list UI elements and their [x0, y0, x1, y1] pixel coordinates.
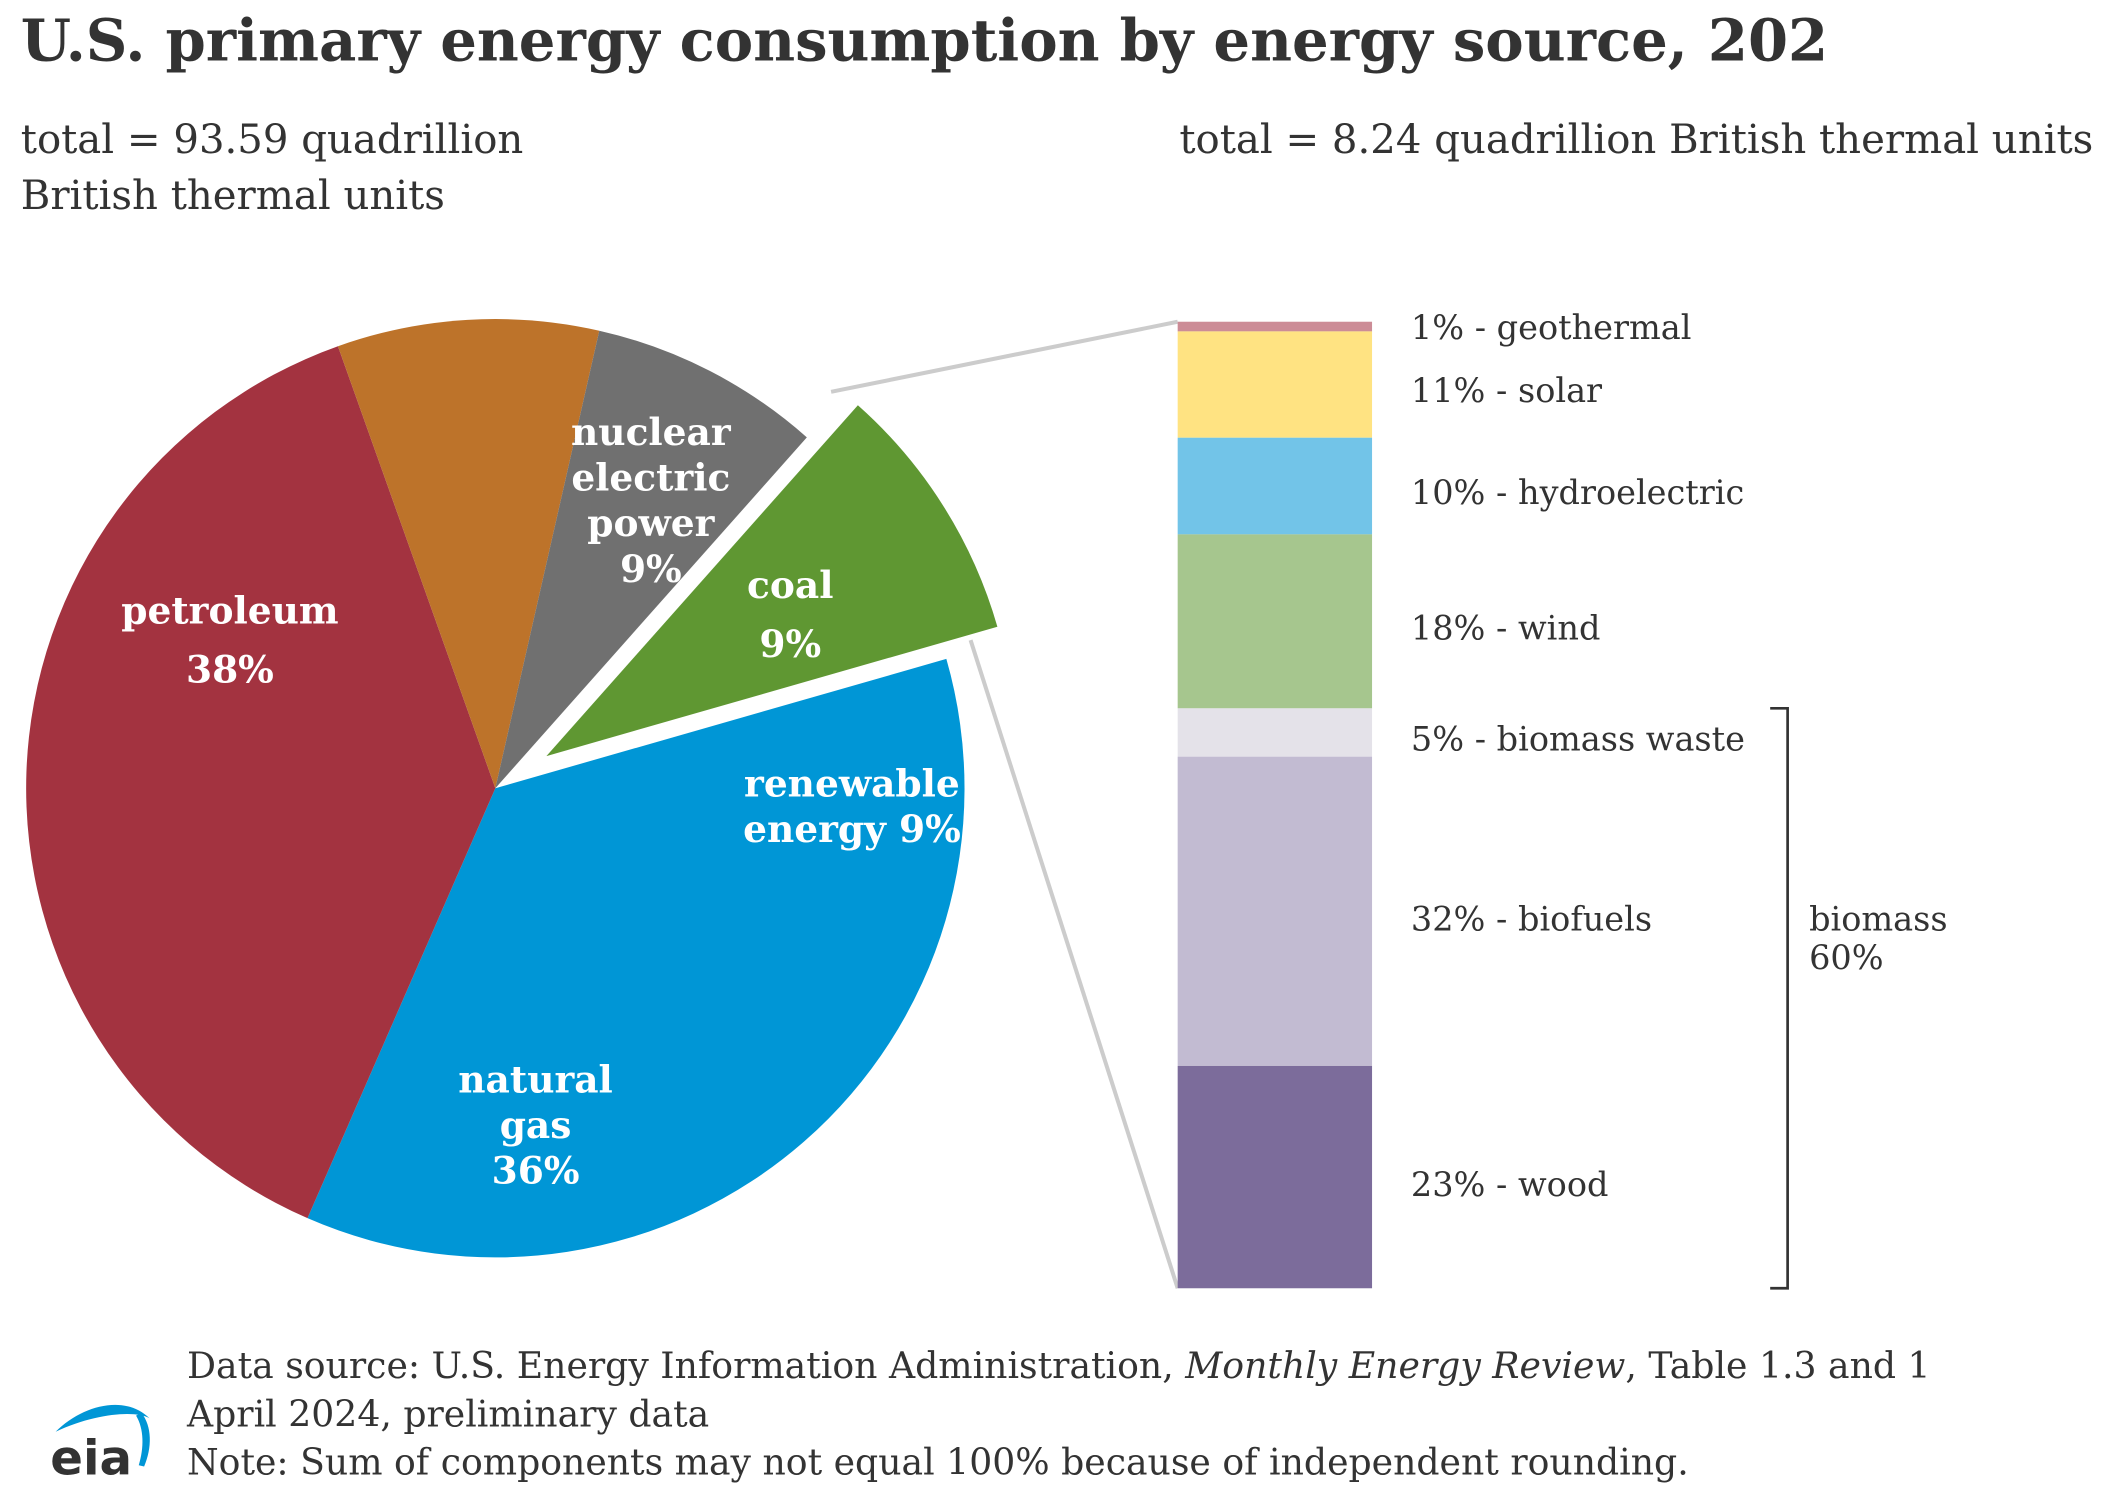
bar-label-wood: 23% - wood — [1411, 1165, 1609, 1204]
pie-label-renewable-energy-line-2: energy 9% — [743, 807, 961, 851]
pie-label-petroleum-line-2: 38% — [186, 647, 274, 691]
bar-label-biofuels: 32% - biofuels — [1411, 899, 1652, 938]
pie-label-nuclear-electric-power-line-2: electric — [571, 456, 730, 500]
bar-label-geothermal: 1% - geothermal — [1411, 308, 1692, 347]
bar-segment-hydroelectric — [1177, 437, 1373, 535]
pie-label-natural-gas-line-3: 36% — [492, 1149, 580, 1193]
pie-chart — [26, 319, 998, 1258]
bar-subtitle: total = 8.24 quadrillion British thermal… — [1179, 117, 2093, 163]
pie-label-natural-gas-line-2: gas — [500, 1103, 572, 1147]
bar-label-biomass-waste: 5% - biomass waste — [1411, 720, 1745, 759]
bar-segment-geothermal — [1177, 321, 1373, 332]
footer-source-suffix: , Table 1.3 and 1 — [1625, 1344, 1930, 1387]
stacked-bar — [1177, 321, 1373, 1289]
pie-label-nuclear-electric-power-line-3: power — [587, 501, 715, 545]
pie-slice-coal — [495, 330, 807, 789]
stacked-bar-labels: 1% - geothermal 11% - solar 10% - hydroele… — [1411, 308, 1745, 1204]
footer-source-prefix: Data source: U.S. Energy Information Adm… — [187, 1344, 1185, 1387]
footer-source: Data source: U.S. Energy Information Adm… — [187, 1344, 1931, 1387]
connector-lines — [830, 319, 1180, 1289]
bar-label-hydroelectric: 10% - hydroelectric — [1411, 473, 1744, 512]
pie-label-coal-line-2: 9% — [759, 622, 821, 666]
pie-slice-natural-gas — [307, 658, 965, 1258]
pie-label-renewable-energy-line-1: renewable — [744, 761, 960, 805]
bar-segment-solar — [1177, 331, 1373, 438]
bracket-label-line-2: 60% — [1809, 938, 1883, 977]
pie-subtitle-line-2: British thermal units — [21, 173, 445, 219]
pie-slice-renewable-energy — [546, 405, 998, 757]
pie-slice-nuclear-electric-power — [337, 319, 600, 789]
bracket-label-line-1: biomass — [1809, 899, 1947, 938]
bar-segment-biofuels — [1177, 756, 1373, 1066]
bar-segment-wood — [1177, 1065, 1373, 1289]
connector-line-top — [830, 319, 1179, 394]
footer-date: April 2024, preliminary data — [186, 1392, 709, 1435]
footer-source-italic: Monthly Energy Review — [1184, 1344, 1625, 1387]
chart-title: U.S. primary energy consumption by energ… — [21, 6, 1828, 74]
bar-segment-biomass-waste — [1177, 708, 1373, 757]
eia-logo: eia — [50, 1404, 150, 1487]
eia-logo-arc-tail-icon — [136, 1412, 150, 1467]
pie-subtitle-line-1: total = 93.59 quadrillion — [21, 117, 524, 163]
pie-label-nuclear-electric-power-line-4: 9% — [620, 547, 682, 591]
bar-label-solar: 11% - solar — [1411, 371, 1603, 410]
bracket-line — [1770, 707, 1789, 1290]
pie-label-petroleum-line-1: petroleum — [121, 588, 338, 632]
eia-logo-arc-icon — [55, 1404, 150, 1432]
pie-slice-petroleum — [26, 346, 496, 1219]
bar-segment-wind — [1177, 534, 1373, 709]
connector-line-bottom — [968, 639, 1180, 1289]
bar-label-wind: 18% - wind — [1411, 608, 1600, 647]
eia-logo-text: eia — [50, 1431, 132, 1487]
pie-label-natural-gas-line-1: natural — [458, 1058, 613, 1102]
pie-label-coal-line-1: coal — [747, 563, 833, 607]
pie-label-nuclear-electric-power-line-1: nuclear — [571, 410, 732, 454]
footer-note: Note: Sum of components may not equal 10… — [187, 1441, 1689, 1484]
